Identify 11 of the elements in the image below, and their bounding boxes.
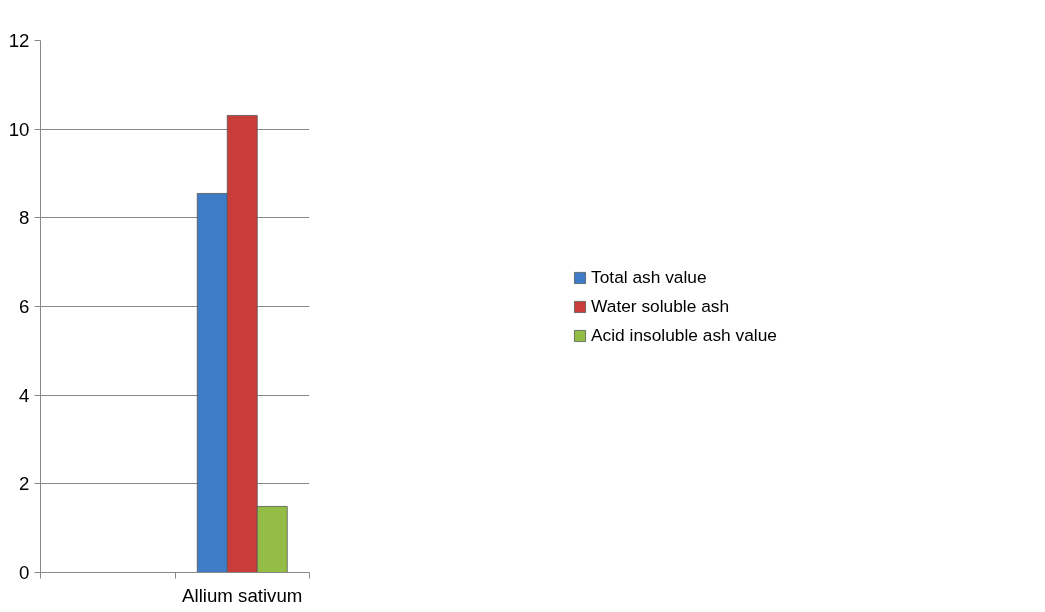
- y-tick-label: 0: [19, 562, 30, 583]
- y-tick-label: 6: [19, 296, 30, 317]
- x-tick-label: Allium sativum: [182, 584, 303, 606]
- y-tick-label: 12: [8, 30, 30, 51]
- y-tick-label: 10: [8, 118, 30, 140]
- legend-label: Total ash value: [591, 266, 707, 288]
- y-tick-label: 4: [19, 384, 30, 406]
- legend-label: Water soluble ash: [591, 295, 730, 317]
- y-tick-label: 8: [19, 207, 30, 229]
- y-tick-label: 2: [19, 473, 30, 495]
- legend-label: Acid insoluble ash value: [591, 324, 777, 346]
